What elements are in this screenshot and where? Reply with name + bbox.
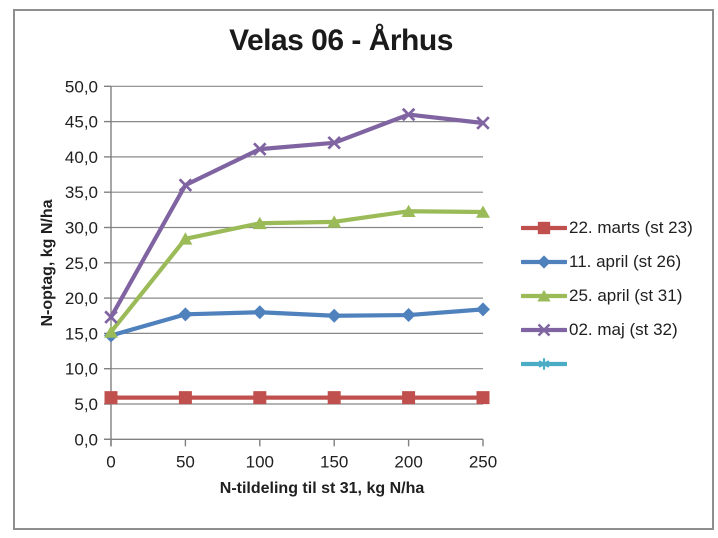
x-tick-label: 50 — [176, 452, 195, 471]
y-tick-label: 0,0 — [74, 430, 98, 449]
legend-item-label: 02. maj (st 32) — [569, 320, 678, 339]
y-tick-label: 5,0 — [74, 395, 98, 414]
legend-item-label: 11. april (st 26) — [569, 252, 682, 271]
marker-square — [178, 391, 192, 405]
series-line — [108, 307, 486, 338]
marker-square — [327, 391, 341, 405]
x-tick-label: 150 — [320, 452, 348, 471]
marker-triangle — [401, 204, 416, 218]
marker-square — [476, 391, 490, 405]
legend-series-icon — [521, 323, 567, 337]
chart-frame — [13, 9, 714, 530]
marker-triangle — [537, 289, 551, 302]
marker-triangle — [327, 215, 342, 228]
y-tick-label: 40,0 — [65, 148, 98, 167]
legend-series-icon — [521, 358, 567, 370]
x-tick-label: 100 — [246, 452, 274, 471]
marker-diamond — [401, 308, 416, 323]
marker-x — [327, 136, 341, 150]
marker-x — [537, 323, 551, 337]
marker-square — [253, 391, 267, 405]
legend-item — [521, 347, 693, 381]
legend-item-label: 25. april (st 31) — [569, 286, 683, 305]
y-tick-label: 45,0 — [65, 113, 98, 132]
marker-diamond — [252, 305, 267, 320]
legend-series-icon — [521, 255, 567, 269]
marker-x — [476, 116, 490, 130]
marker-triangle — [104, 325, 118, 338]
y-tick-label: 20,0 — [65, 289, 98, 308]
legend: 22. marts (st 23) 11. april (st 26) 25. ap… — [521, 211, 693, 381]
x-tick-label: 250 — [469, 452, 497, 471]
x-axis-title: N-tildeling til st 31, kg N/ha — [219, 480, 425, 497]
y-tick-label: 15,0 — [65, 324, 98, 343]
marker-x — [178, 178, 193, 192]
marker-diamond — [327, 308, 342, 323]
marker-x — [401, 107, 416, 122]
legend-item: 22. marts (st 23) — [521, 211, 693, 245]
y-tick-label: 35,0 — [65, 183, 98, 202]
marker-square — [537, 221, 551, 235]
x-tick-label: 0 — [106, 452, 115, 471]
marker-asterisk — [538, 358, 550, 370]
y-tick-label: 50,0 — [65, 77, 98, 96]
marker-triangle — [178, 232, 193, 245]
marker-triangle — [476, 205, 490, 218]
marker-x — [104, 310, 118, 324]
marker-square — [402, 391, 416, 405]
legend-item-label: 22. marts (st 23) — [569, 218, 693, 237]
legend-item: 11. april (st 26) — [521, 245, 693, 279]
marker-diamond — [537, 255, 551, 269]
y-axis-title: N-optag, kg N/ha — [39, 199, 56, 327]
marker-triangle — [252, 216, 267, 230]
y-tick-label: 30,0 — [65, 219, 98, 238]
marker-x — [253, 142, 267, 156]
legend-series-icon — [521, 221, 567, 235]
legend-item: 25. april (st 31) — [521, 279, 693, 313]
marker-square — [104, 391, 118, 405]
y-tick-label: 25,0 — [65, 254, 98, 273]
series-line — [108, 209, 486, 335]
legend-item: 02. maj (st 32) — [521, 313, 693, 347]
chart-title: Velas 06 - Århus — [229, 24, 453, 57]
marker-diamond — [476, 302, 490, 317]
x-tick-label: 200 — [394, 452, 422, 471]
series-line — [108, 112, 486, 320]
y-tick-label: 10,0 — [65, 360, 98, 379]
marker-diamond — [178, 307, 193, 322]
legend-series-icon — [521, 289, 567, 302]
